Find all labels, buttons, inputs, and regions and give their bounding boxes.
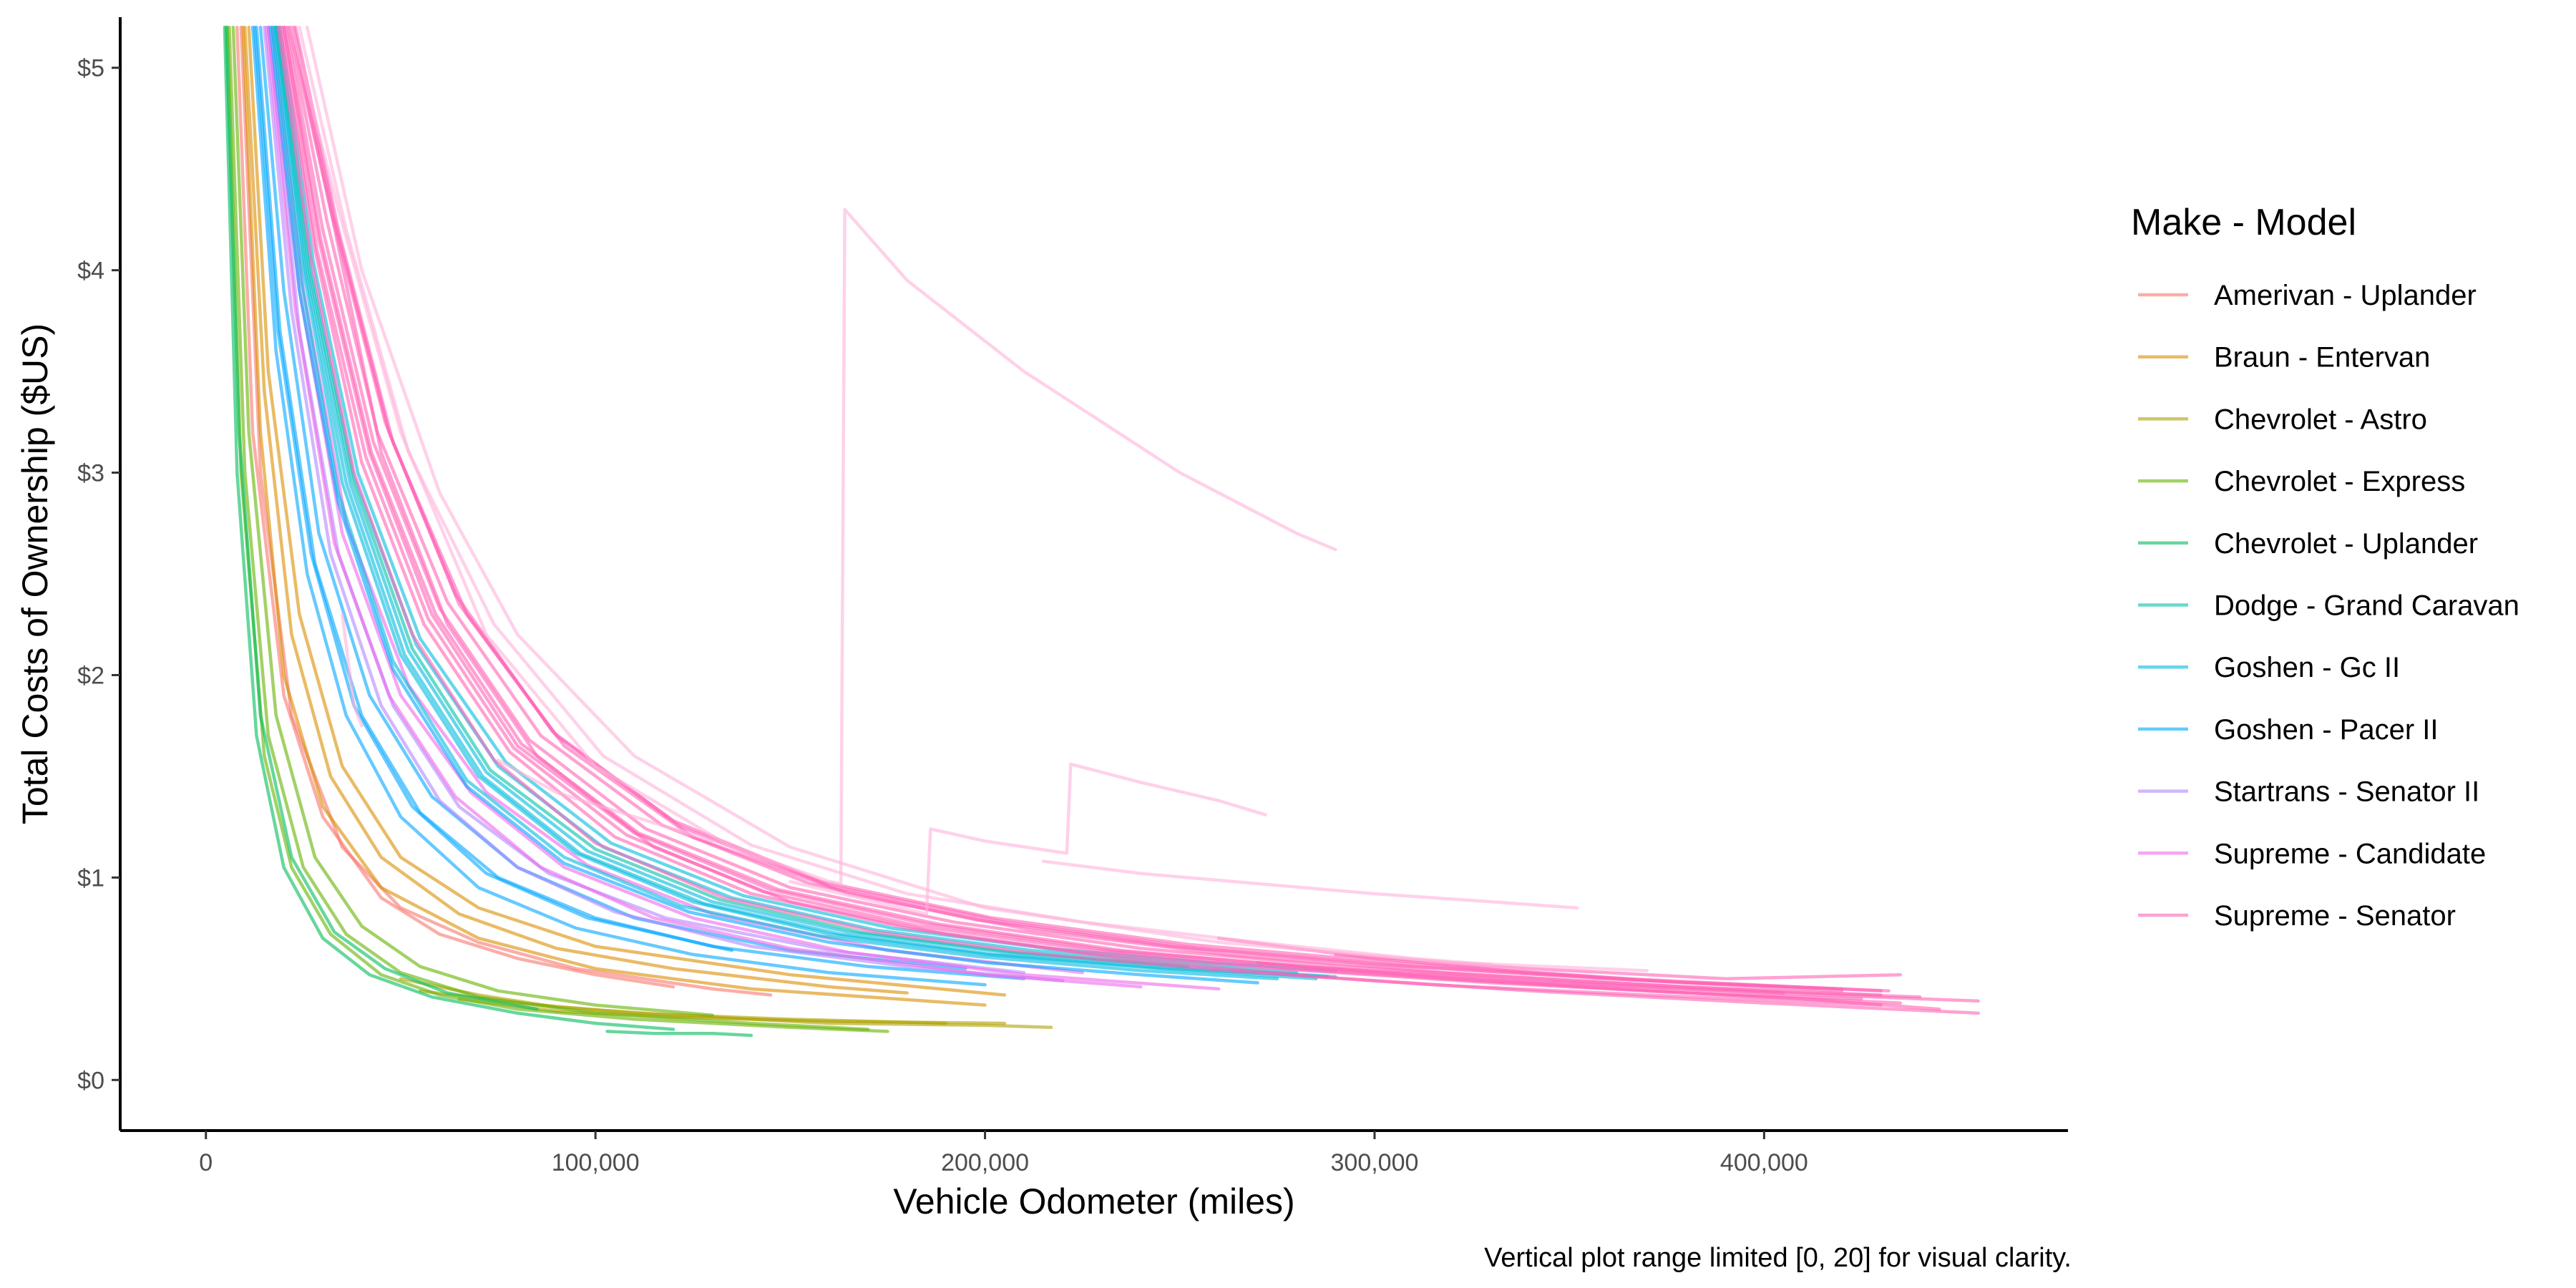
series-line-39 — [290, 25, 1981, 1015]
y-tick-label: $3 — [77, 460, 104, 487]
series-line-13 — [224, 25, 539, 1011]
axes-layer — [119, 17, 2068, 1132]
series-line-1 — [235, 25, 675, 989]
series-line-10 — [228, 25, 870, 1031]
legend-label: Dodge - Grand Caravan — [2214, 590, 2519, 622]
series-line-11 — [231, 25, 714, 1017]
x-tick-label: 100,000 — [552, 1149, 640, 1176]
series-line-44 — [1256, 960, 1941, 1011]
series-line-31 — [268, 25, 1259, 985]
x-tick-label: 200,000 — [941, 1149, 1029, 1176]
legend-label: Braun - Entervan — [2214, 342, 2430, 374]
series-line-16 — [255, 25, 1026, 981]
x-tick-label: 400,000 — [1720, 1149, 1808, 1176]
series-line-27 — [270, 25, 1279, 981]
legend-label: Supreme - Senator — [2214, 900, 2456, 932]
series-line-48 — [1041, 859, 1579, 910]
y-axis-title: Total Costs of Ownership ($US) — [15, 323, 55, 824]
y-tick-label: $0 — [77, 1067, 104, 1094]
series-line-15 — [250, 25, 987, 987]
legend-label: Supreme - Candidate — [2214, 838, 2486, 869]
y-tick-label: $1 — [77, 864, 104, 892]
series-line-29 — [273, 25, 1330, 979]
legend-label: Chevrolet - Uplander — [2214, 528, 2478, 560]
series-line-23 — [264, 25, 1143, 989]
series-line-30 — [275, 25, 1189, 969]
caption: Vertical plot range limited [0, 20] for … — [1484, 1243, 2072, 1273]
series-line-14 — [605, 1030, 753, 1038]
series-line-50 — [306, 25, 1649, 972]
series-line-49 — [298, 25, 1493, 967]
legend-label: Goshen - Gc II — [2214, 652, 2400, 683]
series-line-3 — [243, 25, 909, 995]
x-axis-title: Vehicle Odometer (miles) — [893, 1181, 1294, 1221]
series-line-4 — [241, 25, 987, 1007]
series-line-19 — [263, 25, 1065, 982]
legend-label: Goshen - Pacer II — [2214, 714, 2438, 746]
series-line-51 — [341, 613, 364, 728]
series-line-18 — [253, 25, 733, 952]
legend: Amerivan - Uplander Braun - Entervan Chevr… — [2138, 280, 2519, 932]
series-line-5 — [247, 25, 1007, 997]
legend-label: Chevrolet - Astro — [2214, 404, 2427, 435]
legend-label: Chevrolet - Express — [2214, 466, 2465, 497]
legend-label: Startrans - Senator II — [2214, 776, 2479, 808]
y-tick-label: $4 — [77, 258, 104, 285]
series-line-52 — [496, 758, 714, 843]
series-line-47 — [789, 762, 1267, 916]
y-tick-label: $5 — [77, 55, 104, 82]
legend-label: Amerivan - Uplander — [2214, 280, 2477, 311]
y-tick-label: $2 — [77, 662, 104, 689]
x-tick-label: 300,000 — [1331, 1149, 1419, 1176]
legend-title: Make - Model — [2131, 202, 2356, 243]
series-line-12 — [223, 25, 675, 1031]
x-ticks: 0 100,000 200,000 300,000 400,000 — [199, 1131, 1808, 1176]
y-ticks: $0 $1 $2 $3 $4 $5 — [77, 55, 120, 1094]
x-tick-label: 0 — [199, 1149, 213, 1176]
series-line-17 — [258, 25, 967, 970]
series-layer — [223, 25, 1981, 1038]
